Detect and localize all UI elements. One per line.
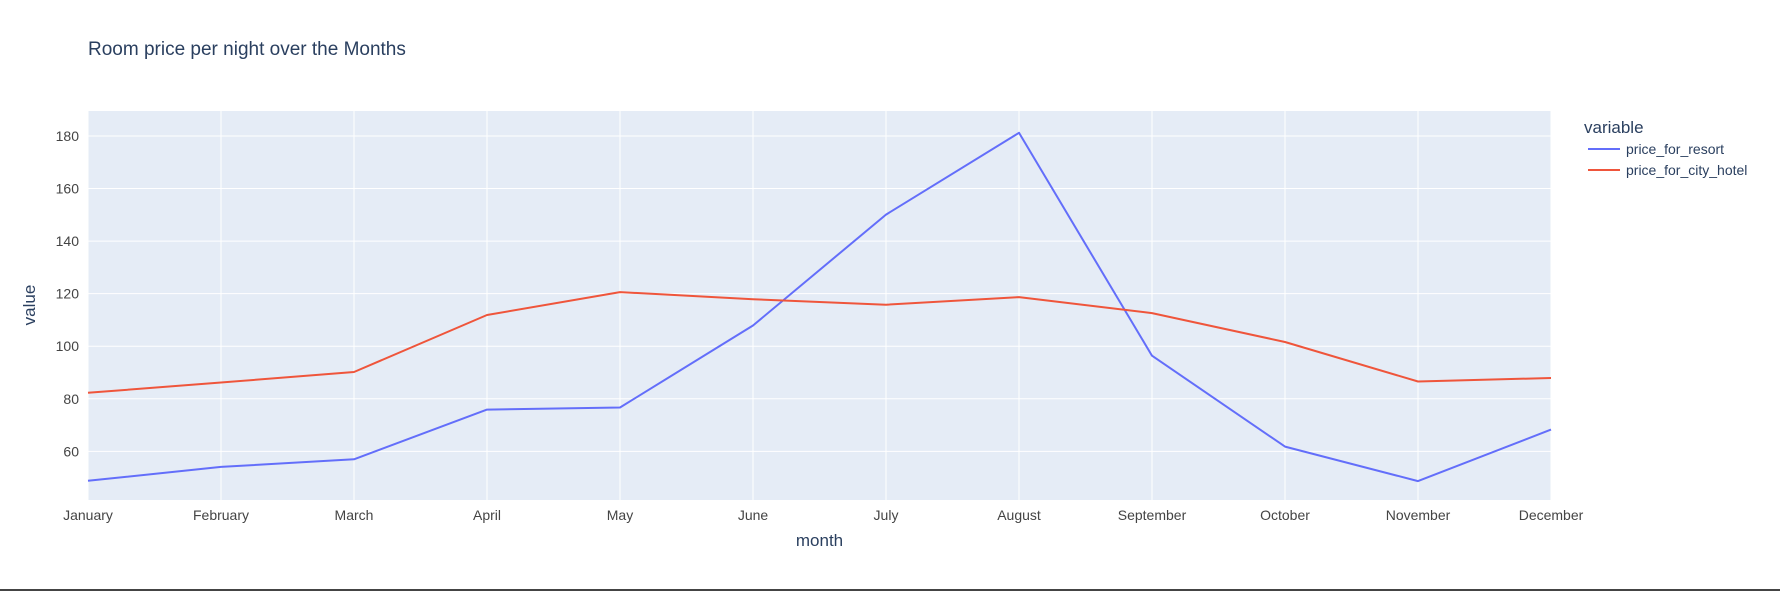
y-tick-label: 180: [56, 128, 80, 144]
y-tick-label: 100: [56, 338, 80, 354]
y-gridlines: [88, 135, 1551, 452]
chart-title: Room price per night over the Months: [88, 39, 406, 60]
x-tick-label: November: [1386, 507, 1451, 523]
y-tick-label: 160: [56, 181, 80, 197]
plot-area: [88, 111, 1551, 500]
x-tick-labels: January February March April May June July Augu…: [63, 507, 1584, 523]
legend[interactable]: variable price_for_resort price_for_city_…: [1584, 118, 1747, 178]
y-tick-label: 120: [56, 286, 80, 302]
y-tick-label: 60: [63, 443, 79, 459]
x-tick-label: July: [874, 507, 899, 523]
legend-title: variable: [1584, 118, 1644, 137]
x-tick-label: April: [473, 507, 501, 523]
legend-item-price-for-city-hotel[interactable]: price_for_city_hotel: [1588, 162, 1747, 178]
bottom-divider: [0, 589, 1780, 591]
y-tick-label: 80: [63, 391, 79, 407]
series-lines: [87, 131, 1552, 483]
legend-label: price_for_resort: [1626, 141, 1724, 157]
x-tick-label: May: [607, 507, 633, 523]
x-tick-label: December: [1519, 507, 1584, 523]
x-axis-title: month: [796, 531, 843, 550]
series-line-price-for-city-hotel: [87, 291, 1552, 394]
series-line-price-for-resort: [87, 131, 1552, 483]
x-tick-label: February: [193, 507, 249, 523]
legend-item-price-for-resort[interactable]: price_for_resort: [1588, 141, 1724, 157]
x-tick-label: October: [1260, 507, 1310, 523]
x-tick-label: January: [63, 507, 113, 523]
x-tick-label: June: [738, 507, 769, 523]
legend-label: price_for_city_hotel: [1626, 162, 1747, 178]
y-axis-title: value: [20, 285, 39, 326]
y-tick-label: 140: [56, 233, 80, 249]
x-tick-label: August: [997, 507, 1041, 523]
x-tick-label: September: [1118, 507, 1187, 523]
x-tick-label: March: [335, 507, 374, 523]
y-tick-labels: 60 80 100 120 140 160 180: [56, 128, 80, 459]
